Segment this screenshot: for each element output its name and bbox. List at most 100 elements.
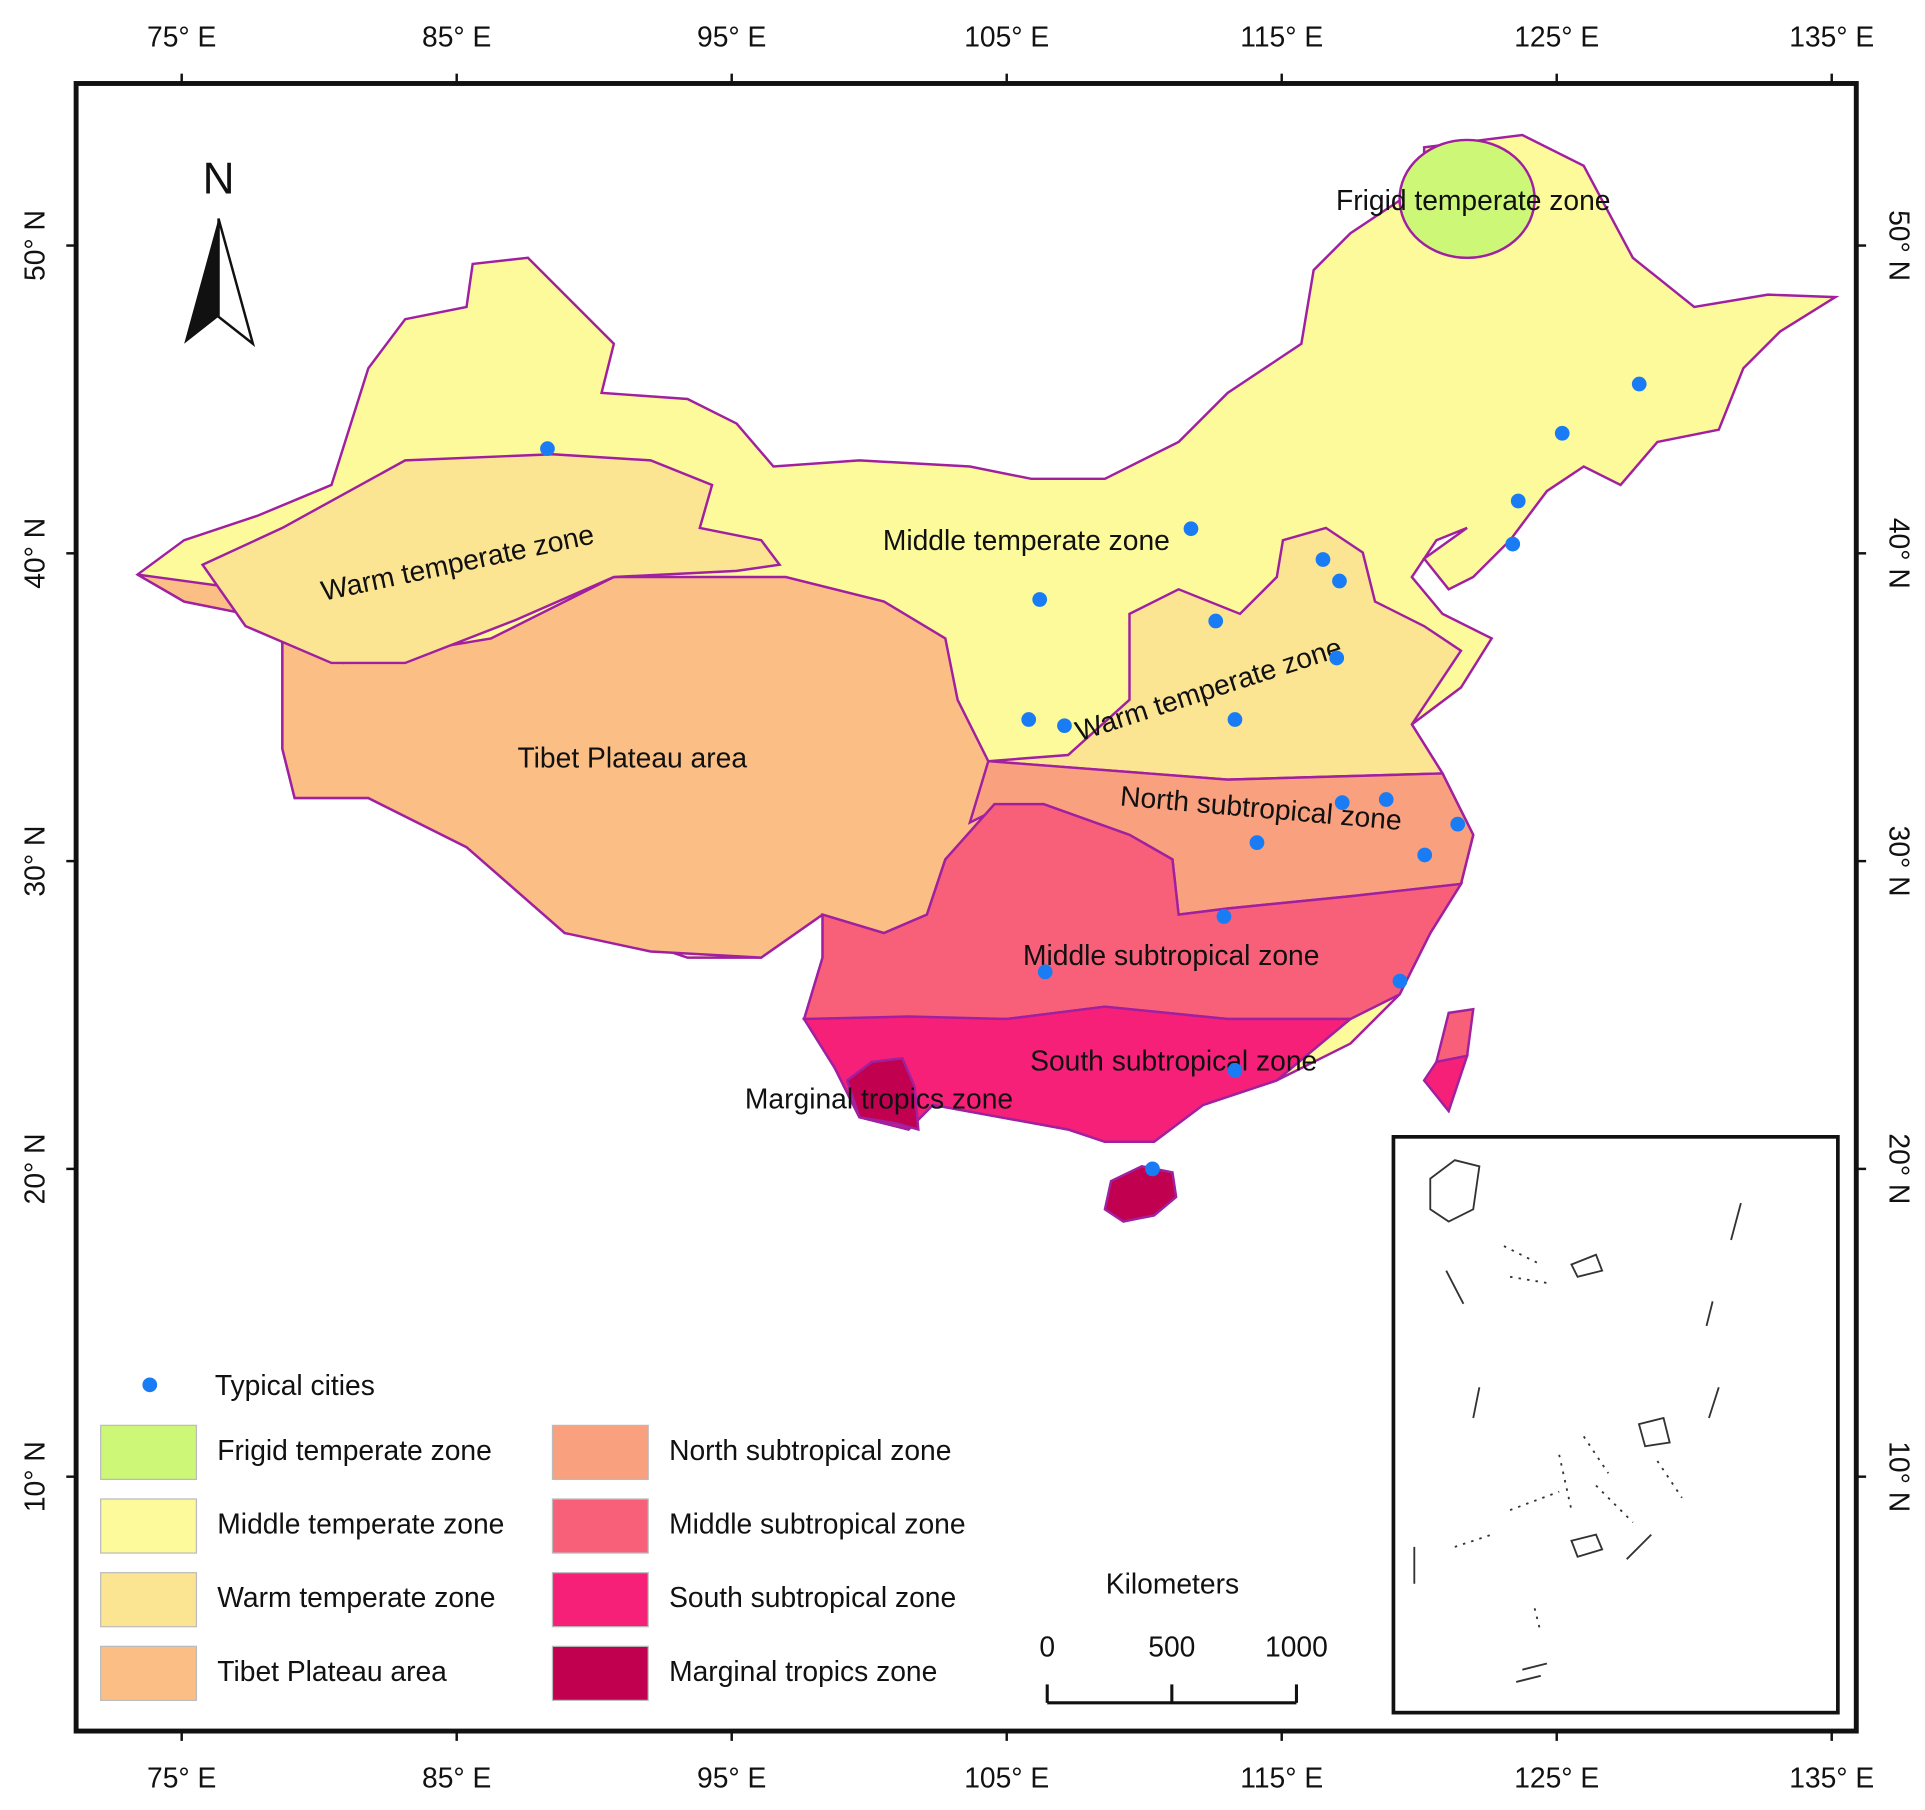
taiwan-south (1422, 1054, 1469, 1114)
scale-bar: Kilometers 0 500 1000 (1039, 1568, 1328, 1705)
city-point (1334, 795, 1350, 810)
legend-label: Warm temperate zone (217, 1581, 495, 1613)
lat-label-left: 40° N (18, 518, 50, 589)
lat-label-left: 20° N (18, 1133, 50, 1204)
lon-label-bottom: 105° E (964, 1762, 1049, 1794)
city-point (1057, 718, 1072, 734)
scale-bar-label: 500 (1148, 1630, 1195, 1662)
lat-label-right: 10° N (1883, 1441, 1915, 1512)
lon-label-top: 125° E (1514, 21, 1599, 53)
inset (1391, 1135, 1840, 1715)
taiwan-north (1434, 1007, 1475, 1064)
lon-label-bottom: 95° E (697, 1762, 766, 1794)
inset-line (1413, 1202, 1742, 1683)
inset-dots (1454, 1245, 1683, 1634)
legend-label: Middle subtropical zone (669, 1507, 965, 1539)
inset-frame (1391, 1135, 1840, 1715)
map-content: N Typical cities Frigid temperate zone Mid… (18, 21, 1915, 1794)
city-point (540, 441, 555, 457)
lon-label-top: 115° E (1240, 21, 1323, 53)
city-point (1227, 1063, 1243, 1078)
lon-label-bottom: 85° E (422, 1762, 491, 1794)
city-point (1378, 792, 1394, 807)
lat-label-right: 30° N (1883, 826, 1915, 897)
zone-label: Frigid temperate zone (1336, 184, 1611, 216)
legend-swatch (100, 1645, 198, 1701)
lat-label-left: 50° N (18, 210, 50, 281)
legend-swatch (100, 1572, 198, 1628)
legend-label: North subtropical zone (669, 1434, 951, 1466)
hainan (1103, 1165, 1178, 1223)
zone-label: Marginal tropics zone (745, 1083, 1013, 1115)
city-point (1329, 650, 1345, 666)
legend-swatch (100, 1424, 198, 1480)
city-point (1216, 909, 1232, 924)
lat-label-left: 10° N (18, 1441, 50, 1512)
zone-label: Middle temperate zone (883, 524, 1170, 556)
north-label: N (203, 154, 235, 203)
zones (135, 133, 1840, 1223)
legend-swatch (100, 1498, 198, 1554)
city-point (1332, 573, 1347, 589)
zone-frigid-temperate (1398, 138, 1536, 260)
north-arrow-left (184, 218, 219, 344)
north-arrow: N (184, 154, 256, 348)
legend-label: Frigid temperate zone (217, 1434, 492, 1466)
city-point (1145, 1161, 1160, 1177)
zone-label: South subtropical zone (1030, 1045, 1317, 1077)
legend-label: Middle temperate zone (217, 1507, 504, 1539)
lat-label-right: 40° N (1883, 518, 1915, 589)
city-point (1183, 521, 1199, 537)
city-point (1227, 712, 1243, 727)
legend-swatch (551, 1498, 649, 1554)
lat-label-left: 30° N (18, 826, 50, 897)
city-point (1208, 613, 1224, 629)
zone-label: Middle subtropical zone (1023, 939, 1319, 971)
lon-label-bottom: 125° E (1514, 1762, 1599, 1794)
city-point (1554, 425, 1570, 441)
lon-label-bottom: 135° E (1789, 1762, 1874, 1794)
inset-reef (1570, 1253, 1671, 1558)
city-point (1417, 847, 1433, 863)
lon-label-top: 75° E (147, 21, 216, 53)
inset-island (1429, 1159, 1481, 1223)
city-point (1631, 376, 1647, 392)
legend-swatch (551, 1645, 649, 1701)
legend-city-marker (142, 1377, 158, 1393)
lat-label-right: 50° N (1883, 210, 1915, 281)
scale-bar-label: 1000 (1265, 1630, 1328, 1662)
city-point (1510, 493, 1526, 509)
legend-label: Marginal tropics zone (669, 1655, 937, 1687)
city-point (1037, 964, 1053, 980)
lat-label-right: 20° N (1883, 1133, 1915, 1204)
city-point (1021, 712, 1037, 727)
map-frame (73, 81, 1859, 1734)
north-arrow-right (217, 218, 256, 348)
legend-label: South subtropical zone (669, 1581, 956, 1613)
legend-label: Typical cities (215, 1369, 375, 1401)
lon-label-top: 105° E (964, 21, 1049, 53)
lon-label-bottom: 115° E (1240, 1762, 1323, 1794)
legend-swatch (551, 1572, 649, 1628)
city-point (1505, 536, 1521, 552)
city-point (1315, 552, 1331, 567)
legend: Typical cities Frigid temperate zone Middl… (100, 1369, 966, 1701)
lon-label-top: 85° E (422, 21, 491, 53)
city-point (1249, 835, 1265, 851)
zone-warm-temperate-west (200, 453, 782, 665)
scale-bar-title: Kilometers (1106, 1568, 1239, 1600)
legend-label: Tibet Plateau area (217, 1655, 447, 1687)
city-point (1032, 592, 1048, 607)
lon-label-top: 95° E (697, 21, 766, 53)
zone-south-subtropical (801, 1005, 1354, 1143)
lon-label-top: 135° E (1789, 21, 1874, 53)
lon-label-bottom: 75° E (147, 1762, 216, 1794)
zone-label: Tibet Plateau area (517, 741, 747, 773)
scale-bar-label: 0 (1039, 1630, 1055, 1662)
city-point (1450, 816, 1466, 832)
zone-marginal-tropics (845, 1056, 920, 1132)
legend-swatch (551, 1424, 649, 1480)
city-point (1392, 973, 1408, 989)
